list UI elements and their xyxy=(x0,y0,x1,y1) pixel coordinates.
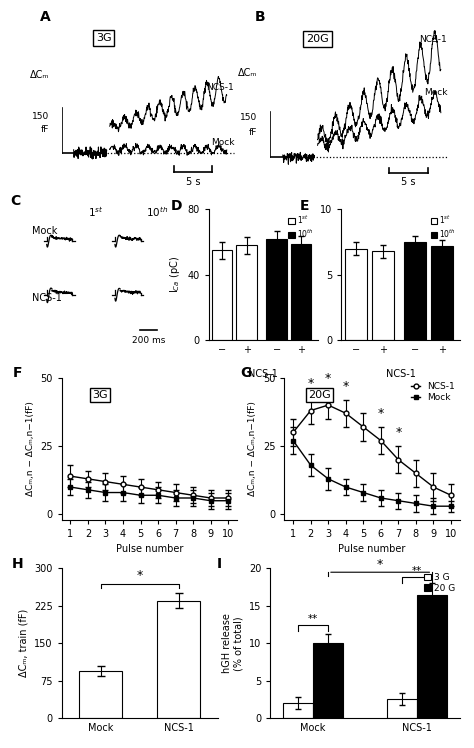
Bar xyxy=(372,251,394,340)
Text: 3G: 3G xyxy=(96,33,111,43)
Legend: 1$^{st}$, 10$^{th}$: 1$^{st}$, 10$^{th}$ xyxy=(288,213,314,239)
Text: Mock: Mock xyxy=(211,138,234,147)
Text: Mock: Mock xyxy=(32,227,58,236)
Legend: 1$^{st}$, 10$^{th}$: 1$^{st}$, 10$^{th}$ xyxy=(430,213,456,239)
Text: *: * xyxy=(378,407,384,420)
Bar xyxy=(345,249,367,340)
Text: fF: fF xyxy=(41,125,50,135)
Text: 200 ms: 200 ms xyxy=(132,336,165,345)
Bar xyxy=(387,699,417,718)
Text: G: G xyxy=(240,367,252,381)
Y-axis label: ΔCₘ, train (fF): ΔCₘ, train (fF) xyxy=(18,609,28,678)
Text: D: D xyxy=(170,199,182,213)
Bar xyxy=(283,703,313,718)
Y-axis label: I$_{Ca}$ (pC): I$_{Ca}$ (pC) xyxy=(168,257,182,293)
Legend: 3 G, 20 G: 3 G, 20 G xyxy=(424,573,455,593)
Text: 3G: 3G xyxy=(92,390,108,399)
Bar xyxy=(157,601,201,718)
Text: 20G: 20G xyxy=(306,34,329,44)
Y-axis label: ΔCₘ,n − ΔCₘ,n−1(fF): ΔCₘ,n − ΔCₘ,n−1(fF) xyxy=(248,402,257,496)
Text: Mock: Mock xyxy=(424,88,447,96)
Text: 150: 150 xyxy=(32,112,50,121)
Text: 20G: 20G xyxy=(308,390,331,399)
Text: 5 s: 5 s xyxy=(401,177,416,187)
Text: B: B xyxy=(255,10,265,24)
Text: NCS-1: NCS-1 xyxy=(207,83,234,93)
Bar xyxy=(237,245,257,340)
Text: 10$^{th}$: 10$^{th}$ xyxy=(146,206,168,219)
Text: *: * xyxy=(325,372,331,384)
Text: H: H xyxy=(11,557,23,571)
Text: F: F xyxy=(12,367,22,381)
Text: 150: 150 xyxy=(240,113,257,123)
Text: I: I xyxy=(217,557,222,571)
Bar xyxy=(417,595,447,718)
Bar xyxy=(266,239,287,340)
Text: **: ** xyxy=(308,614,318,624)
Text: E: E xyxy=(300,199,310,213)
Text: ΔCₘ: ΔCₘ xyxy=(30,70,50,80)
Text: ΔCₘ: ΔCₘ xyxy=(238,68,257,78)
X-axis label: Pulse number: Pulse number xyxy=(116,545,183,554)
Bar xyxy=(313,643,343,718)
Text: *: * xyxy=(377,558,383,571)
Bar xyxy=(431,246,453,340)
Text: NCS-1: NCS-1 xyxy=(385,369,416,379)
Bar xyxy=(212,251,232,340)
Bar xyxy=(291,244,311,340)
Text: fF: fF xyxy=(249,128,257,137)
Bar xyxy=(79,671,122,718)
X-axis label: Pulse number: Pulse number xyxy=(338,545,406,554)
Y-axis label: hGH release
(% of total): hGH release (% of total) xyxy=(222,613,243,673)
Text: NCS-1: NCS-1 xyxy=(248,369,278,379)
Y-axis label: Q$_{Ca}$ (pC): Q$_{Ca}$ (pC) xyxy=(301,254,314,295)
Text: NCS-1: NCS-1 xyxy=(419,34,447,44)
Text: C: C xyxy=(10,194,20,209)
Text: *: * xyxy=(308,377,314,390)
Y-axis label: ΔCₘ,n − ΔCₘ,n−1(fF): ΔCₘ,n − ΔCₘ,n−1(fF) xyxy=(26,402,35,496)
Legend: NCS-1, Mock: NCS-1, Mock xyxy=(411,382,455,402)
Text: NCS-1: NCS-1 xyxy=(32,293,62,303)
Text: 5 s: 5 s xyxy=(186,177,200,187)
Text: **: ** xyxy=(412,566,422,576)
Bar xyxy=(404,242,427,340)
Text: *: * xyxy=(137,569,143,582)
Text: 1$^{st}$: 1$^{st}$ xyxy=(88,206,103,219)
Text: A: A xyxy=(40,10,51,24)
Text: *: * xyxy=(343,380,349,393)
Text: *: * xyxy=(395,426,401,439)
